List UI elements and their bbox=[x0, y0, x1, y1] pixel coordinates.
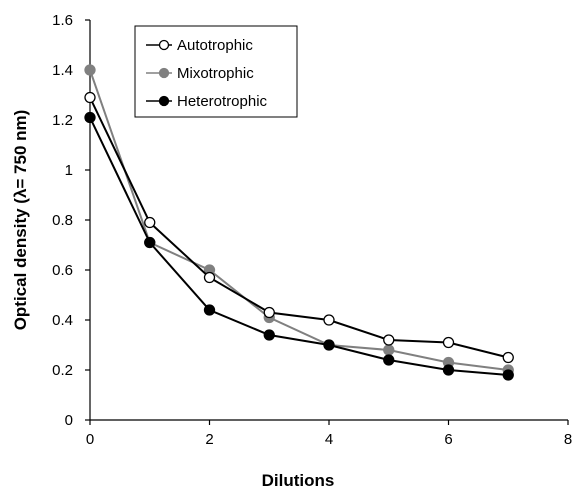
y-tick-label: 0.4 bbox=[52, 312, 73, 329]
legend-marker bbox=[158, 67, 170, 79]
data-point bbox=[84, 91, 96, 104]
x-tick-label: 6 bbox=[444, 431, 452, 448]
legend-marker bbox=[158, 39, 170, 51]
data-point bbox=[383, 344, 395, 356]
data-point bbox=[203, 271, 216, 284]
series-line-mixotrophic bbox=[89, 69, 509, 371]
y-tick-label: 1 bbox=[65, 162, 73, 179]
y-tick-label: 0.8 bbox=[52, 212, 73, 229]
y-tick-label: 0.2 bbox=[52, 362, 73, 379]
data-point bbox=[84, 64, 96, 76]
data-point bbox=[502, 369, 514, 381]
data-point bbox=[144, 236, 156, 249]
series-heterotrophic bbox=[84, 111, 514, 381]
data-point bbox=[442, 364, 455, 376]
y-tick-label: 1.2 bbox=[52, 112, 73, 129]
y-tick-label: 0.6 bbox=[52, 262, 73, 279]
x-axis-ticks: 0 2 4 6 8 bbox=[86, 420, 572, 448]
data-point bbox=[442, 336, 455, 349]
y-tick-label: 1.6 bbox=[52, 12, 73, 29]
x-tick-label: 0 bbox=[86, 431, 94, 448]
y-axis-title: Optical density (λ= 750 nm) bbox=[11, 110, 30, 331]
legend: Autotrophic Mixotrophic Heterotrophic bbox=[134, 25, 298, 118]
legend-label: Heterotrophic bbox=[177, 93, 268, 110]
y-tick-label: 0 bbox=[65, 412, 73, 429]
legend-label: Mixotrophic bbox=[177, 65, 254, 82]
y-tick-label: 1.4 bbox=[52, 62, 73, 79]
x-tick-label: 4 bbox=[325, 431, 333, 448]
x-axis-title: Dilutions bbox=[262, 471, 335, 490]
data-point bbox=[383, 354, 395, 366]
data-point bbox=[203, 304, 216, 316]
series-autotrophic bbox=[84, 91, 514, 364]
data-point bbox=[502, 351, 514, 364]
y-axis-ticks: 0 0.2 0.4 0.6 0.8 1 1.2 1.4 1.6 bbox=[52, 12, 90, 429]
legend-label: Autotrophic bbox=[177, 37, 253, 54]
data-point bbox=[323, 339, 335, 351]
legend-marker bbox=[158, 95, 170, 107]
data-point bbox=[323, 314, 335, 326]
x-tick-label: 8 bbox=[564, 431, 572, 448]
data-point bbox=[383, 334, 395, 346]
data-point bbox=[84, 111, 96, 124]
series-line-heterotrophic bbox=[89, 117, 509, 376]
data-point bbox=[144, 216, 156, 229]
series-layer bbox=[84, 64, 514, 381]
series-line-autotrophic bbox=[89, 97, 509, 359]
data-point bbox=[263, 329, 275, 341]
data-point bbox=[263, 306, 275, 319]
x-tick-label: 2 bbox=[205, 431, 213, 448]
